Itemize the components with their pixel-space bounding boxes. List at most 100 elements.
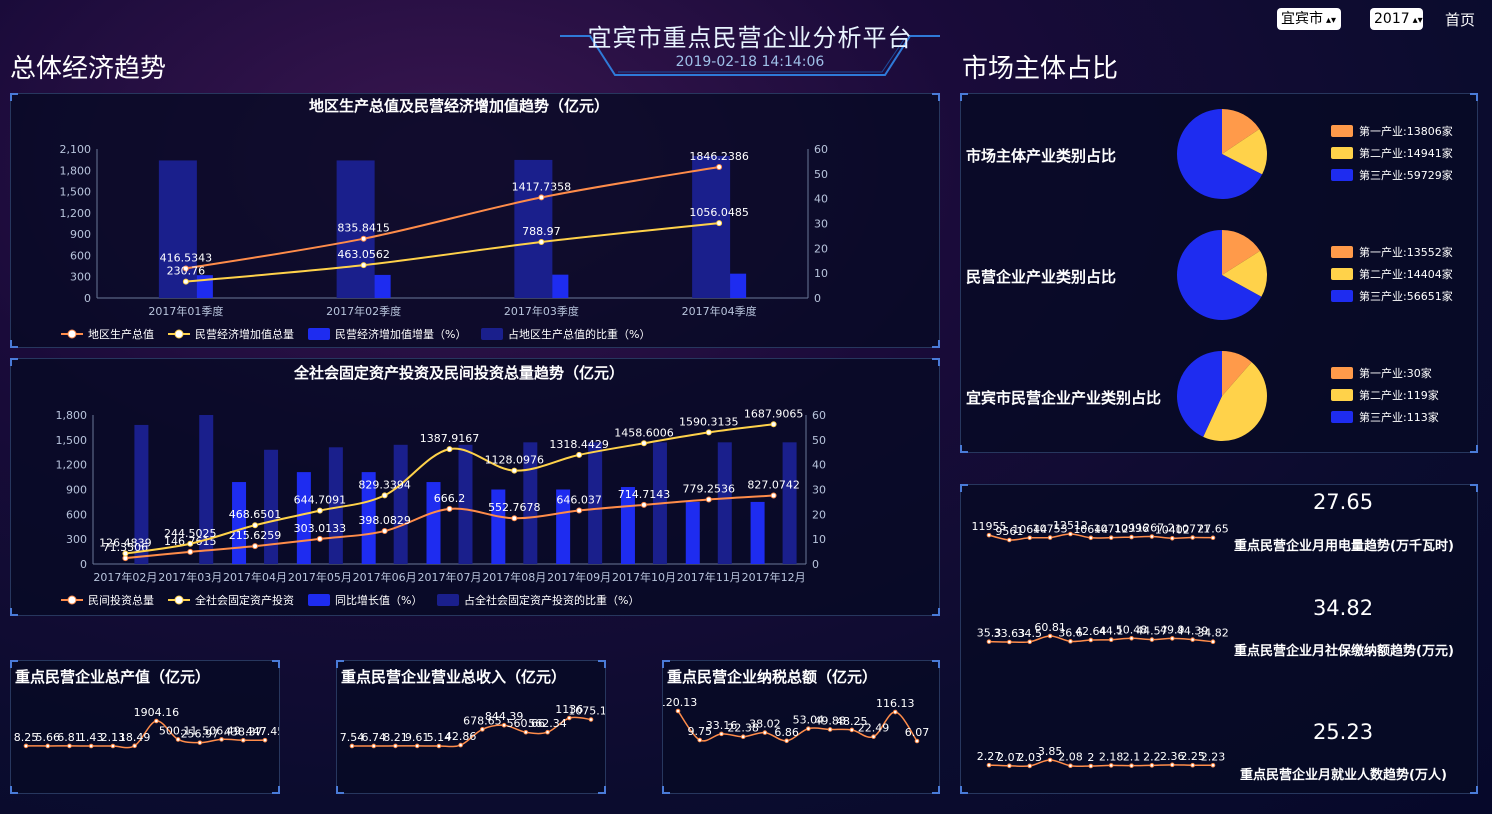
sparkline-point bbox=[393, 743, 398, 749]
sparkline-point bbox=[675, 708, 681, 714]
line-point bbox=[538, 239, 545, 246]
data-label: 1056.0485 bbox=[689, 206, 749, 219]
sparkline-label: 1904.16 bbox=[134, 706, 180, 719]
sparkline-point bbox=[986, 532, 992, 538]
sparkline-label: 27.65 bbox=[1197, 523, 1229, 536]
sparkline-label: 34.82 bbox=[1197, 627, 1229, 640]
legend-label: 同比增长值（%） bbox=[335, 593, 422, 607]
sparkline-point bbox=[1027, 763, 1033, 769]
sparkline-label: 6.81 bbox=[57, 731, 82, 744]
kpi1-title: 重点民营企业月用电量趋势(万千瓦时) bbox=[1234, 539, 1454, 554]
section-title-economy: 总体经济趋势 bbox=[10, 54, 167, 84]
year-select[interactable]: 2017 ▴▾ bbox=[1370, 8, 1423, 30]
data-label: 827.0742 bbox=[747, 479, 800, 492]
y-tick-left: 300 bbox=[70, 271, 91, 284]
sparkline-point bbox=[1190, 762, 1195, 768]
pie-slice bbox=[1177, 109, 1263, 199]
line-point bbox=[640, 501, 647, 508]
revenue-title: 重点民营企业营业总收入（亿元） bbox=[341, 668, 567, 686]
kpi-sparklines: 1195595611064410753125121064410712109961… bbox=[972, 519, 1229, 769]
sparkline-label: 8.21 bbox=[383, 731, 408, 744]
line-point bbox=[381, 492, 388, 499]
sparkline-label: 48.25 bbox=[836, 715, 868, 728]
bar-share bbox=[134, 424, 149, 564]
sparkline-label: 2.2 bbox=[1143, 750, 1161, 763]
city-select[interactable]: 宜宾市 ▴▾ bbox=[1277, 8, 1341, 30]
sparkline-point bbox=[719, 731, 724, 737]
line-point bbox=[252, 522, 259, 529]
sparkline-point bbox=[1169, 762, 1175, 768]
line-point bbox=[316, 535, 323, 542]
sparkline-label: 500.11 bbox=[159, 724, 198, 737]
sparkline-point bbox=[545, 729, 550, 735]
y-tick-left: 600 bbox=[70, 249, 91, 262]
data-label: 835.8415 bbox=[337, 222, 390, 235]
kpi2-title: 重点民营企业月社保缴纳额趋势(万元) bbox=[1234, 644, 1454, 659]
sparkline-label: 2.36 bbox=[1160, 750, 1185, 763]
sparkline-label: 36.6 bbox=[1058, 626, 1083, 639]
sparkline-point bbox=[1108, 535, 1114, 540]
legend-swatch bbox=[481, 328, 503, 340]
series-line bbox=[185, 166, 720, 270]
y-tick-left: 300 bbox=[66, 533, 87, 546]
bar-share bbox=[264, 449, 279, 564]
y-tick-left: 900 bbox=[66, 484, 87, 497]
sparkline-point bbox=[1027, 535, 1033, 541]
y-tick-right: 50 bbox=[814, 168, 828, 181]
sparkline-point bbox=[1129, 635, 1134, 641]
bar-growth bbox=[296, 472, 311, 564]
data-label: 644.7091 bbox=[294, 494, 347, 507]
sparkline-label: 678.65 bbox=[463, 714, 502, 727]
sparkline-point bbox=[175, 737, 181, 742]
sparkline-point bbox=[697, 737, 703, 743]
sparkline-point bbox=[892, 709, 898, 715]
bar-share bbox=[523, 442, 538, 564]
sparkline-label: 9561 bbox=[995, 525, 1023, 538]
sparkline-label: 53.04 bbox=[793, 714, 825, 727]
gdp-chart: 地区生产总值及民营经济增加值趋势（亿元）03006009001,2001,500… bbox=[60, 97, 829, 341]
line-point bbox=[182, 278, 189, 285]
bar-share bbox=[336, 160, 375, 298]
line-point bbox=[360, 262, 367, 269]
legend-swatch bbox=[308, 328, 330, 340]
pie-legend-label: 第三产业:113家 bbox=[1359, 410, 1439, 424]
pie-legend-swatch bbox=[1331, 147, 1353, 159]
data-label: 230.76 bbox=[167, 265, 206, 278]
sparkline-point bbox=[566, 715, 572, 721]
kpi3-title: 重点民营企业月就业人数趋势(万人) bbox=[1240, 768, 1447, 783]
output-panel: 重点民营企业总产值（亿元） 8.25 5.66 6.81 1.43 2.13 18.49 1… bbox=[10, 660, 280, 794]
tax-sparkline: 120.13 9.7533.1622.3838.026.8653.0449.884… bbox=[663, 696, 929, 744]
pie-slice bbox=[1177, 230, 1262, 321]
sparkline-point bbox=[262, 737, 268, 743]
chart-title: 全社会固定资产投资及民间投资总量趋势（亿元） bbox=[293, 364, 624, 382]
y-tick-right: 10 bbox=[812, 533, 826, 546]
legend-swatch-dot bbox=[67, 329, 77, 339]
line-point bbox=[576, 451, 583, 458]
legend-label: 占全社会固定资产投资的比重（%） bbox=[464, 593, 639, 607]
sparkline-point bbox=[1149, 534, 1155, 539]
line-point bbox=[187, 548, 194, 555]
tax-panel: 重点民营企业纳税总额（亿元） 120.13 9.7533.1622.3838.02… bbox=[662, 660, 940, 794]
line-point bbox=[770, 492, 777, 499]
sparkline-label: 10753 bbox=[1033, 523, 1068, 536]
sparkline-label: 5.66 bbox=[35, 731, 60, 744]
sparkline-label: 34.5 bbox=[1017, 627, 1042, 640]
y-tick-right: 40 bbox=[814, 193, 828, 206]
sparkline-point bbox=[1088, 637, 1094, 643]
pie-slice bbox=[1222, 250, 1267, 297]
data-label: 1417.7358 bbox=[512, 180, 572, 193]
home-link[interactable]: 首页 bbox=[1445, 11, 1476, 29]
sparkline-point bbox=[849, 727, 855, 733]
sparkline-label: 49.88 bbox=[814, 714, 846, 727]
sparkline-point bbox=[1190, 637, 1195, 642]
bar-share bbox=[458, 444, 473, 564]
data-label: 1590.3135 bbox=[679, 415, 739, 428]
revenue-panel: 重点民营企业营业总收入（亿元） 7.54 6.74 8.21 9.61 5.14 42.8… bbox=[336, 660, 606, 794]
pie-legend-swatch bbox=[1331, 411, 1353, 423]
sparkline-point bbox=[986, 639, 992, 644]
data-label: 666.2 bbox=[434, 492, 466, 505]
sparkline-point bbox=[1108, 763, 1114, 768]
sparkline-point bbox=[1190, 535, 1195, 540]
sparkline-label: 447.45 bbox=[246, 725, 279, 738]
y-tick-right: 0 bbox=[814, 292, 821, 305]
